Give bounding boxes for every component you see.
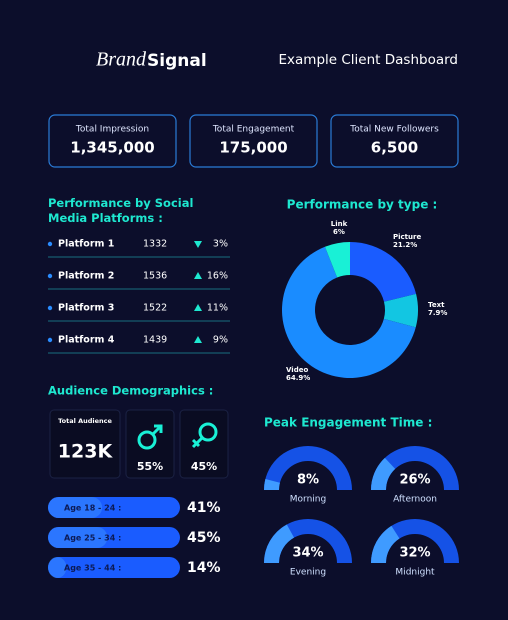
platform-value: 1332 (143, 239, 167, 250)
platform-name: Platform 1 (58, 239, 114, 250)
section-title: Audience Demographics : (48, 384, 213, 398)
bar-label: Age 35 - 44 : (64, 564, 121, 573)
subtitle: Example Client Dashboard (279, 52, 458, 68)
slice-label: Text (428, 301, 445, 309)
kpi-box (330, 114, 459, 168)
gauge-value-label: 32% (399, 546, 430, 561)
bar-track (48, 557, 180, 578)
pie-slice (383, 293, 418, 328)
slice-value: 6% (333, 228, 345, 236)
gauge-value (371, 525, 400, 563)
platform-change: 3% (213, 239, 228, 250)
bar-label: Age 25 - 34 : (64, 534, 121, 543)
trend-arrow (194, 304, 202, 311)
trend-arrow (194, 272, 202, 279)
platform-name: Platform 4 (58, 335, 115, 346)
bar-value: 41% (187, 500, 221, 516)
chart-title: Performance by type : (287, 198, 438, 212)
row-dot (47, 241, 53, 247)
slice-value: 21.2% (393, 241, 417, 249)
bar-value: 14% (187, 560, 221, 576)
pie-slice (350, 242, 417, 302)
platform-change: 9% (213, 335, 228, 346)
platform-change: 11% (207, 303, 228, 314)
bar-value: 45% (187, 530, 221, 546)
gauge-label: Evening (290, 568, 326, 578)
row-dot (47, 273, 53, 279)
gauge-value (264, 524, 295, 563)
logo-icon (48, 40, 80, 80)
gauge-value (371, 457, 396, 490)
gauge-label: Afternoon (393, 495, 437, 505)
bar (48, 527, 108, 548)
kpi-box (48, 114, 177, 168)
kpi-value: 175,000 (219, 139, 287, 157)
kpi-value: 1,345,000 (70, 139, 154, 157)
platform-change: 16% (207, 271, 228, 282)
gauge-value-label: 26% (399, 473, 430, 488)
bar-label: Age 18 - 24 : (64, 504, 121, 513)
trend-arrow (194, 241, 202, 248)
platform-value: 1522 (143, 303, 167, 314)
gauge-track (371, 446, 459, 490)
platform-value: 1439 (143, 335, 167, 346)
platform-name: Platform 2 (58, 271, 114, 282)
slice-label: Link (331, 220, 348, 228)
bar (48, 557, 67, 578)
platform-name: Platform 3 (58, 303, 114, 314)
gauge-label: Morning (290, 495, 326, 505)
audience-value: 123K (58, 441, 114, 463)
pie-slice (324, 242, 350, 278)
pie-slice (282, 246, 416, 378)
logo-brand: Brand (96, 49, 147, 71)
kpi-label: Total Impression (75, 125, 149, 135)
trend-arrow (194, 336, 202, 343)
female-pct: 45% (191, 460, 217, 473)
audience-label: Total Audience (58, 417, 112, 425)
female-icon (191, 422, 218, 449)
kpi-label: Total Engagement (212, 125, 295, 135)
slice-label: Video (286, 366, 308, 374)
gauge-label: Midnight (395, 568, 435, 578)
chart-title: Peak Engagement Time : (264, 416, 432, 430)
male-pct: 55% (137, 460, 163, 473)
slice-value: 7.9% (428, 309, 447, 317)
audience-box (49, 409, 121, 479)
platforms-title: Performance by Social Media Platforms : (48, 196, 194, 225)
kpi-box (189, 114, 318, 168)
row-dot (47, 337, 53, 343)
kpi-label: Total New Followers (349, 125, 439, 135)
platform-value: 1536 (143, 271, 167, 282)
bar (48, 497, 103, 518)
male-icon (137, 424, 163, 450)
gauge-value (264, 479, 280, 490)
slice-value: 64.9% (286, 374, 310, 382)
row-dot (47, 305, 53, 311)
gauge-value-label: 34% (292, 546, 323, 561)
logo-signal: Signal (147, 51, 207, 71)
gauge-value-label: 8% (297, 473, 319, 488)
gauge-track (264, 446, 352, 490)
slice-label: Picture (393, 233, 421, 241)
kpi-value: 6,500 (371, 139, 418, 157)
